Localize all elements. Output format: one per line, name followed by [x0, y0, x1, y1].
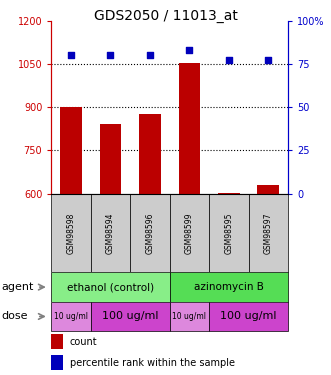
Bar: [91, 302, 169, 331]
Bar: [51, 334, 63, 349]
Point: [226, 57, 231, 63]
Text: GSM98596: GSM98596: [145, 212, 155, 254]
Point: [265, 57, 271, 63]
Bar: [51, 355, 63, 370]
Text: azinomycin B: azinomycin B: [194, 282, 264, 292]
Text: GSM98599: GSM98599: [185, 212, 194, 254]
Bar: [169, 272, 288, 302]
Text: 100 ug/ml: 100 ug/ml: [102, 312, 159, 321]
Text: 10 ug/ml: 10 ug/ml: [172, 312, 206, 321]
Point: [69, 52, 74, 58]
Text: GSM98597: GSM98597: [264, 212, 273, 254]
Bar: [139, 114, 161, 194]
Bar: [209, 194, 249, 272]
Point: [147, 52, 153, 58]
Text: percentile rank within the sample: percentile rank within the sample: [70, 358, 234, 368]
Text: ethanol (control): ethanol (control): [67, 282, 154, 292]
Point: [108, 52, 113, 58]
Point: [187, 47, 192, 53]
Text: dose: dose: [2, 312, 28, 321]
Text: 100 ug/ml: 100 ug/ml: [220, 312, 277, 321]
Bar: [258, 185, 279, 194]
Bar: [178, 63, 200, 194]
Bar: [130, 194, 169, 272]
Bar: [169, 194, 209, 272]
Text: agent: agent: [2, 282, 34, 292]
Bar: [51, 194, 91, 272]
Bar: [100, 124, 121, 194]
Bar: [51, 302, 91, 331]
Bar: [249, 194, 288, 272]
Bar: [209, 302, 288, 331]
Bar: [218, 193, 240, 194]
Text: count: count: [70, 337, 97, 346]
Text: GSM98598: GSM98598: [67, 212, 75, 254]
Text: 10 ug/ml: 10 ug/ml: [54, 312, 88, 321]
Bar: [51, 272, 169, 302]
Bar: [60, 106, 82, 194]
Text: GSM98595: GSM98595: [224, 212, 233, 254]
Bar: [169, 302, 209, 331]
Text: GSM98594: GSM98594: [106, 212, 115, 254]
Bar: [91, 194, 130, 272]
Text: GDS2050 / 11013_at: GDS2050 / 11013_at: [94, 9, 237, 23]
